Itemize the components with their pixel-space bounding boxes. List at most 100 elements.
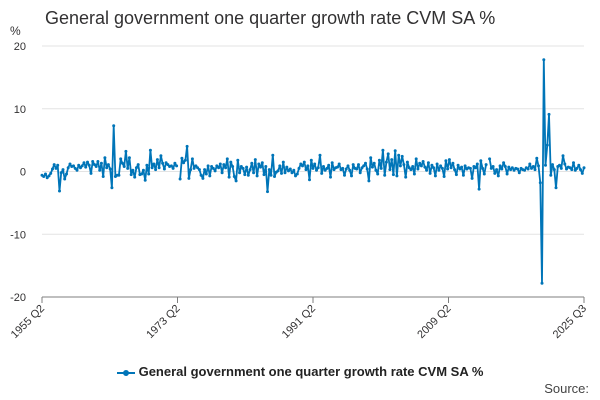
data-point[interactable] bbox=[412, 172, 416, 176]
data-point[interactable] bbox=[558, 163, 561, 167]
data-point[interactable] bbox=[318, 153, 322, 157]
data-point[interactable] bbox=[507, 165, 511, 169]
data-point[interactable] bbox=[488, 157, 492, 161]
data-point[interactable] bbox=[530, 166, 533, 170]
data-point[interactable] bbox=[437, 168, 441, 172]
data-point[interactable] bbox=[129, 173, 133, 177]
data-point[interactable] bbox=[173, 161, 177, 165]
data-point[interactable] bbox=[384, 160, 388, 164]
data-point[interactable] bbox=[302, 160, 306, 164]
data-point[interactable] bbox=[383, 173, 387, 177]
data-point[interactable] bbox=[75, 168, 79, 172]
data-point[interactable] bbox=[47, 174, 51, 178]
data-point[interactable] bbox=[136, 163, 140, 167]
data-point[interactable] bbox=[161, 161, 165, 165]
data-point[interactable] bbox=[580, 171, 584, 175]
data-point[interactable] bbox=[264, 165, 268, 168]
data-point[interactable] bbox=[51, 167, 54, 171]
data-point[interactable] bbox=[42, 175, 46, 178]
data-point[interactable] bbox=[211, 166, 215, 170]
data-point[interactable] bbox=[241, 166, 245, 170]
data-point[interactable] bbox=[503, 165, 507, 168]
data-point[interactable] bbox=[145, 163, 149, 167]
data-point[interactable] bbox=[537, 164, 540, 168]
data-point[interactable] bbox=[231, 165, 235, 168]
data-point[interactable] bbox=[320, 171, 324, 175]
data-point[interactable] bbox=[54, 166, 58, 170]
data-point[interactable] bbox=[250, 161, 254, 165]
data-point[interactable] bbox=[56, 163, 60, 167]
data-point[interactable] bbox=[225, 157, 229, 161]
data-point[interactable] bbox=[570, 168, 574, 172]
data-point[interactable] bbox=[552, 168, 556, 172]
data-point[interactable] bbox=[395, 174, 399, 178]
data-point[interactable] bbox=[187, 176, 191, 180]
data-point[interactable] bbox=[435, 162, 439, 166]
data-point[interactable] bbox=[134, 166, 138, 170]
data-point[interactable] bbox=[236, 158, 240, 162]
data-point[interactable] bbox=[365, 167, 369, 171]
data-point[interactable] bbox=[456, 163, 460, 167]
data-point[interactable] bbox=[493, 171, 497, 175]
data-point[interactable] bbox=[65, 172, 68, 176]
data-point[interactable] bbox=[325, 166, 329, 170]
data-point[interactable] bbox=[370, 165, 374, 169]
data-point[interactable] bbox=[101, 175, 105, 178]
data-point[interactable] bbox=[484, 163, 488, 167]
data-point[interactable] bbox=[171, 166, 175, 170]
data-point[interactable] bbox=[169, 164, 173, 168]
data-point[interactable] bbox=[110, 186, 114, 190]
data-point[interactable] bbox=[183, 158, 187, 162]
data-point[interactable] bbox=[257, 162, 261, 166]
data-point[interactable] bbox=[283, 171, 287, 175]
data-point[interactable] bbox=[577, 163, 581, 167]
data-point[interactable] bbox=[398, 164, 402, 168]
data-point[interactable] bbox=[126, 166, 130, 170]
data-point[interactable] bbox=[201, 176, 205, 180]
data-point[interactable] bbox=[565, 167, 568, 171]
data-point[interactable] bbox=[549, 173, 553, 177]
data-point[interactable] bbox=[178, 177, 182, 181]
data-point[interactable] bbox=[535, 156, 539, 160]
data-point[interactable] bbox=[475, 162, 479, 166]
data-point[interactable] bbox=[502, 161, 506, 165]
data-point[interactable] bbox=[579, 168, 582, 172]
data-point[interactable] bbox=[428, 171, 432, 175]
data-point[interactable] bbox=[159, 154, 163, 158]
data-point[interactable] bbox=[281, 160, 285, 164]
data-point[interactable] bbox=[131, 168, 135, 172]
data-point[interactable] bbox=[461, 173, 465, 177]
data-point[interactable] bbox=[255, 174, 259, 178]
data-point[interactable] bbox=[489, 166, 493, 170]
data-point[interactable] bbox=[510, 166, 514, 170]
data-point[interactable] bbox=[196, 166, 200, 170]
data-point[interactable] bbox=[474, 166, 478, 170]
data-point[interactable] bbox=[372, 161, 376, 165]
data-point[interactable] bbox=[404, 175, 408, 179]
data-point[interactable] bbox=[276, 169, 280, 173]
data-point[interactable] bbox=[204, 172, 208, 176]
data-point[interactable] bbox=[350, 174, 353, 178]
data-point[interactable] bbox=[575, 166, 579, 170]
data-point[interactable] bbox=[526, 167, 530, 171]
data-point[interactable] bbox=[449, 166, 453, 170]
data-point[interactable] bbox=[189, 168, 193, 172]
data-point[interactable] bbox=[362, 164, 366, 168]
data-point[interactable] bbox=[203, 168, 207, 172]
data-point[interactable] bbox=[482, 172, 486, 176]
data-point[interactable] bbox=[89, 171, 93, 175]
data-point[interactable] bbox=[234, 179, 238, 183]
data-point[interactable] bbox=[369, 156, 373, 160]
data-point[interactable] bbox=[381, 148, 385, 152]
data-point[interactable] bbox=[208, 174, 212, 178]
data-point[interactable] bbox=[330, 161, 334, 165]
data-point[interactable] bbox=[154, 168, 158, 172]
data-point[interactable] bbox=[141, 168, 145, 172]
data-point[interactable] bbox=[117, 173, 121, 177]
data-point[interactable] bbox=[517, 171, 521, 175]
data-point[interactable] bbox=[49, 171, 53, 175]
data-point[interactable] bbox=[119, 157, 123, 161]
data-point[interactable] bbox=[364, 161, 367, 165]
data-point[interactable] bbox=[84, 165, 88, 169]
data-point[interactable] bbox=[379, 166, 383, 170]
